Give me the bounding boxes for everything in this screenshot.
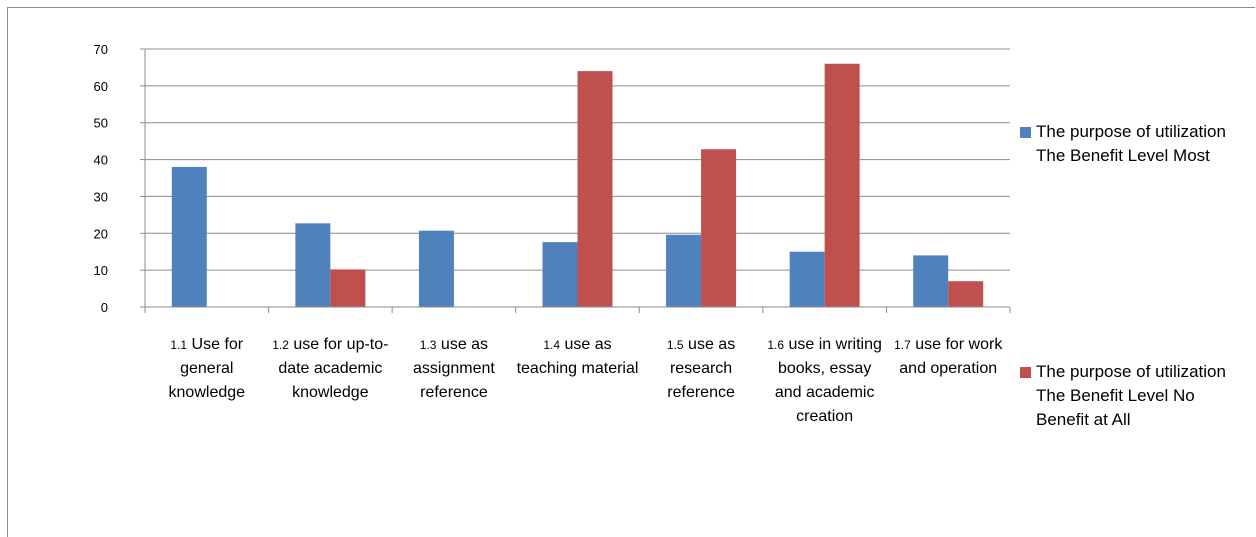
- bar-most: [666, 234, 702, 307]
- legend-swatch-most: [1020, 127, 1031, 138]
- bar-no-benefit: [577, 71, 613, 307]
- x-tick-label: 1.3 use as assignment reference: [392, 333, 516, 405]
- x-tick-number: 1.3: [419, 338, 437, 352]
- y-tick-label: 0: [101, 300, 108, 315]
- bar-most: [295, 223, 331, 307]
- y-tick-label: 10: [94, 263, 108, 278]
- y-tick-label: 30: [94, 189, 108, 204]
- bar-no-benefit: [330, 269, 366, 307]
- x-tick-label: 1.6 use in writing books, essay and acad…: [763, 333, 887, 429]
- bar-most: [418, 230, 454, 307]
- legend-swatch-no-benefit: [1020, 367, 1031, 378]
- x-tick-number: 1.2: [272, 338, 289, 352]
- legend-label-no-benefit: The purpose of utilization The Benefit L…: [1036, 362, 1226, 429]
- x-tick-text: use for up-to-date academic knowledge: [278, 336, 389, 401]
- x-tick-label: 1.5 use as research reference: [639, 333, 763, 405]
- x-tick-number: 1.4: [543, 338, 561, 352]
- x-tick-text: use in writing books, essay and academic…: [774, 336, 882, 425]
- y-tick-label: 60: [94, 79, 108, 94]
- x-tick-label: 1.2 use for up-to-date academic knowledg…: [268, 333, 392, 405]
- y-tick-label: 20: [94, 226, 108, 241]
- x-tick-text: use as teaching material: [516, 336, 639, 377]
- x-tick-number: 1.1: [170, 338, 188, 352]
- bar-no-benefit: [824, 63, 860, 307]
- x-tick-text: Use for general knowledge: [168, 336, 246, 401]
- x-tick-text: use for work and operation: [899, 336, 1003, 377]
- x-tick-text: use as research reference: [667, 336, 736, 401]
- x-tick-label: 1.4 use as teaching material: [516, 333, 640, 381]
- y-tick-label: 40: [94, 153, 108, 168]
- x-tick-number: 1.5: [666, 338, 684, 352]
- bar-no-benefit: [948, 281, 984, 307]
- bar-no-benefit: [701, 149, 737, 307]
- bar-most: [542, 242, 578, 307]
- chart-frame: [7, 7, 1255, 537]
- x-tick-text: use as assignment reference: [413, 336, 495, 401]
- y-tick-label: 70: [94, 42, 108, 57]
- x-tick-label: 1.7 use for work and operation: [886, 333, 1010, 381]
- bar-most: [789, 251, 825, 307]
- bar-most: [913, 255, 949, 307]
- y-tick-label: 50: [94, 116, 108, 131]
- x-tick-label: 1.1 Use for general knowledge: [145, 333, 269, 405]
- bar-most: [171, 166, 207, 307]
- x-tick-number: 1.6: [767, 338, 785, 352]
- x-tick-number: 1.7: [894, 338, 911, 352]
- legend-label-most: The purpose of utilization The Benefit L…: [1036, 122, 1226, 165]
